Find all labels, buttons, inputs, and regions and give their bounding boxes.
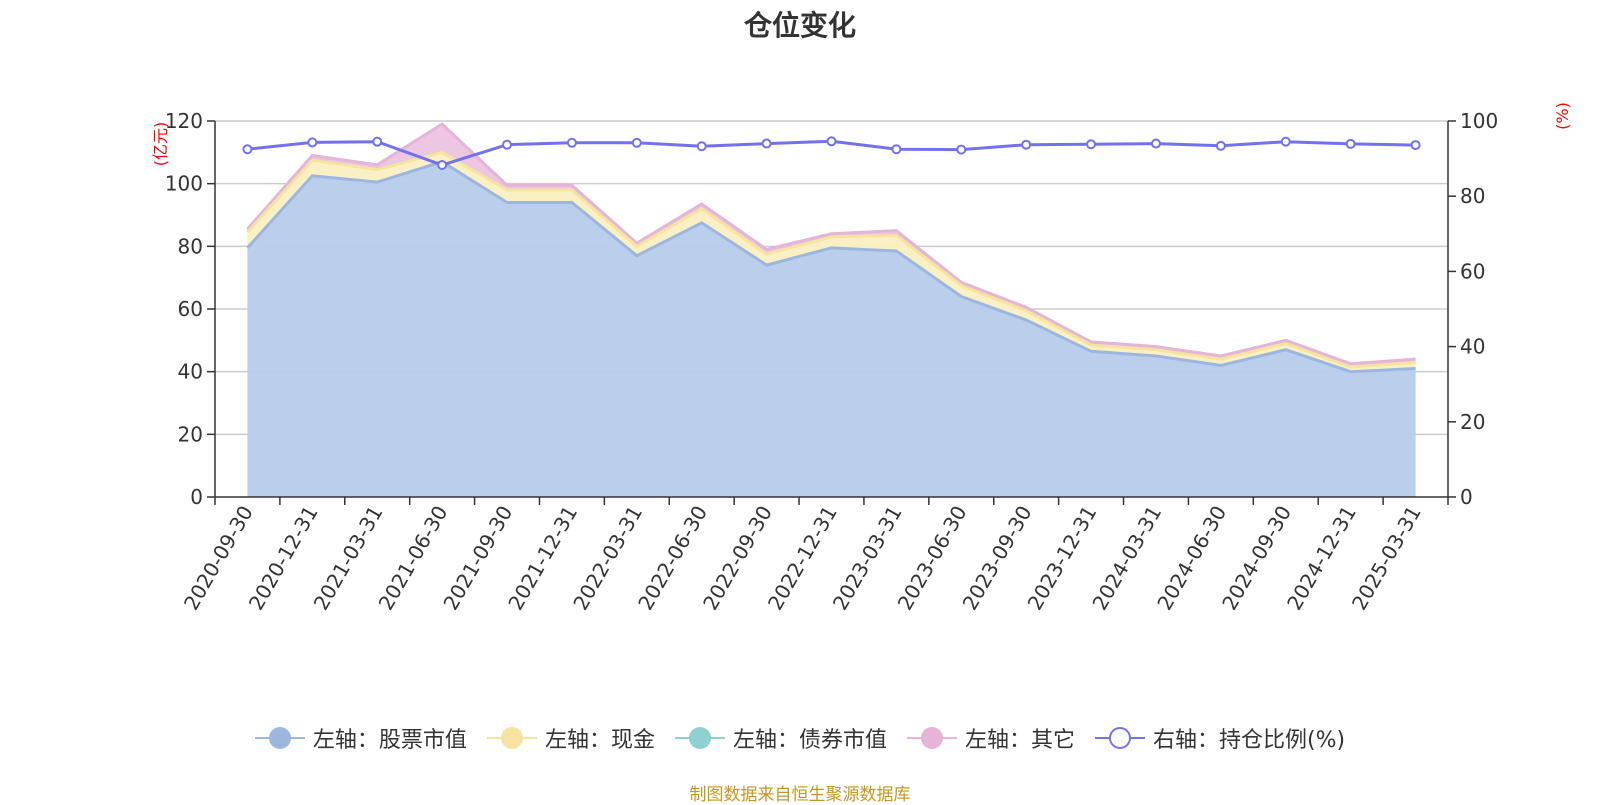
legend: 左轴：股票市值 左轴：现金 左轴：债券市值 左轴：其它 右轴：持仓比例(%) (0, 722, 1600, 754)
ratio-point[interactable] (1410, 140, 1421, 151)
ratio-point[interactable] (502, 139, 513, 150)
ratio-point[interactable] (956, 144, 967, 155)
left-tick-label: 60 (178, 297, 203, 321)
right-tick-label: 80 (1460, 184, 1485, 208)
left-tick-label: 100 (165, 172, 203, 196)
source-note: 制图数据来自恒生聚源数据库 (689, 785, 911, 805)
left-tick-label: 20 (178, 422, 203, 446)
chart-title: 仓位变化 (743, 9, 856, 42)
left-tick-label: 80 (178, 234, 203, 258)
area-outline-1 (246, 150, 1416, 369)
legend-filled-circle-icon (906, 727, 957, 749)
legend-label: 左轴：其它 (964, 728, 1075, 753)
ratio-point[interactable] (307, 137, 318, 148)
ratio-point[interactable] (1215, 140, 1226, 151)
area-outline-3 (246, 122, 1416, 366)
ratio-point[interactable] (826, 136, 837, 147)
legend-filled-circle-icon (674, 727, 725, 749)
ratio-point[interactable] (1150, 138, 1161, 149)
left-tick-label: 40 (178, 360, 203, 384)
legend-label: 左轴：债券市值 (732, 728, 887, 753)
area-0 (247, 161, 1416, 497)
legend-filled-circle-icon (254, 727, 305, 749)
ratio-point[interactable] (372, 136, 383, 147)
legend-label: 左轴：股票市值 (312, 728, 467, 753)
right-tick-label: 60 (1460, 259, 1485, 283)
left-tick-label: 120 (165, 109, 203, 133)
right-tick-label: 40 (1460, 335, 1485, 359)
ratio-point[interactable] (1086, 139, 1097, 150)
legend-item[interactable]: 左轴：现金 (486, 722, 655, 754)
right-tick-label: 0 (1460, 485, 1473, 509)
area-series (246, 122, 1416, 497)
ratio-point[interactable] (891, 144, 902, 155)
right-tick-label: 20 (1460, 410, 1485, 434)
ratio-point[interactable] (631, 137, 642, 148)
ratio-point[interactable] (1345, 138, 1356, 149)
ratio-point[interactable] (761, 138, 772, 149)
ratio-point[interactable] (566, 137, 577, 148)
ratio-point[interactable] (437, 159, 448, 170)
legend-item[interactable]: 左轴：债券市值 (674, 722, 887, 754)
legend-hollow-circle-icon (1094, 727, 1145, 749)
left-tick-label: 0 (190, 485, 203, 509)
ratio-point[interactable] (1021, 139, 1032, 150)
ratio-point[interactable] (1280, 136, 1291, 147)
x-tick-label: 2025-03-31 (1347, 502, 1426, 615)
ratio-point[interactable] (242, 144, 253, 155)
left-axis-unit: (亿元) (151, 122, 170, 167)
legend-filled-circle-icon (486, 727, 537, 749)
legend-item[interactable]: 右轴：持仓比例(%) (1094, 722, 1346, 754)
line-series (242, 136, 1421, 170)
right-tick-label: 100 (1460, 109, 1498, 133)
legend-label: 右轴：持仓比例(%) (1152, 728, 1346, 753)
legend-label: 左轴：现金 (544, 728, 655, 753)
right-axis-unit: (%) (1553, 102, 1572, 130)
ratio-point[interactable] (696, 141, 707, 152)
legend-item[interactable]: 左轴：其它 (906, 722, 1075, 754)
legend-item[interactable]: 左轴：股票市值 (254, 722, 467, 754)
